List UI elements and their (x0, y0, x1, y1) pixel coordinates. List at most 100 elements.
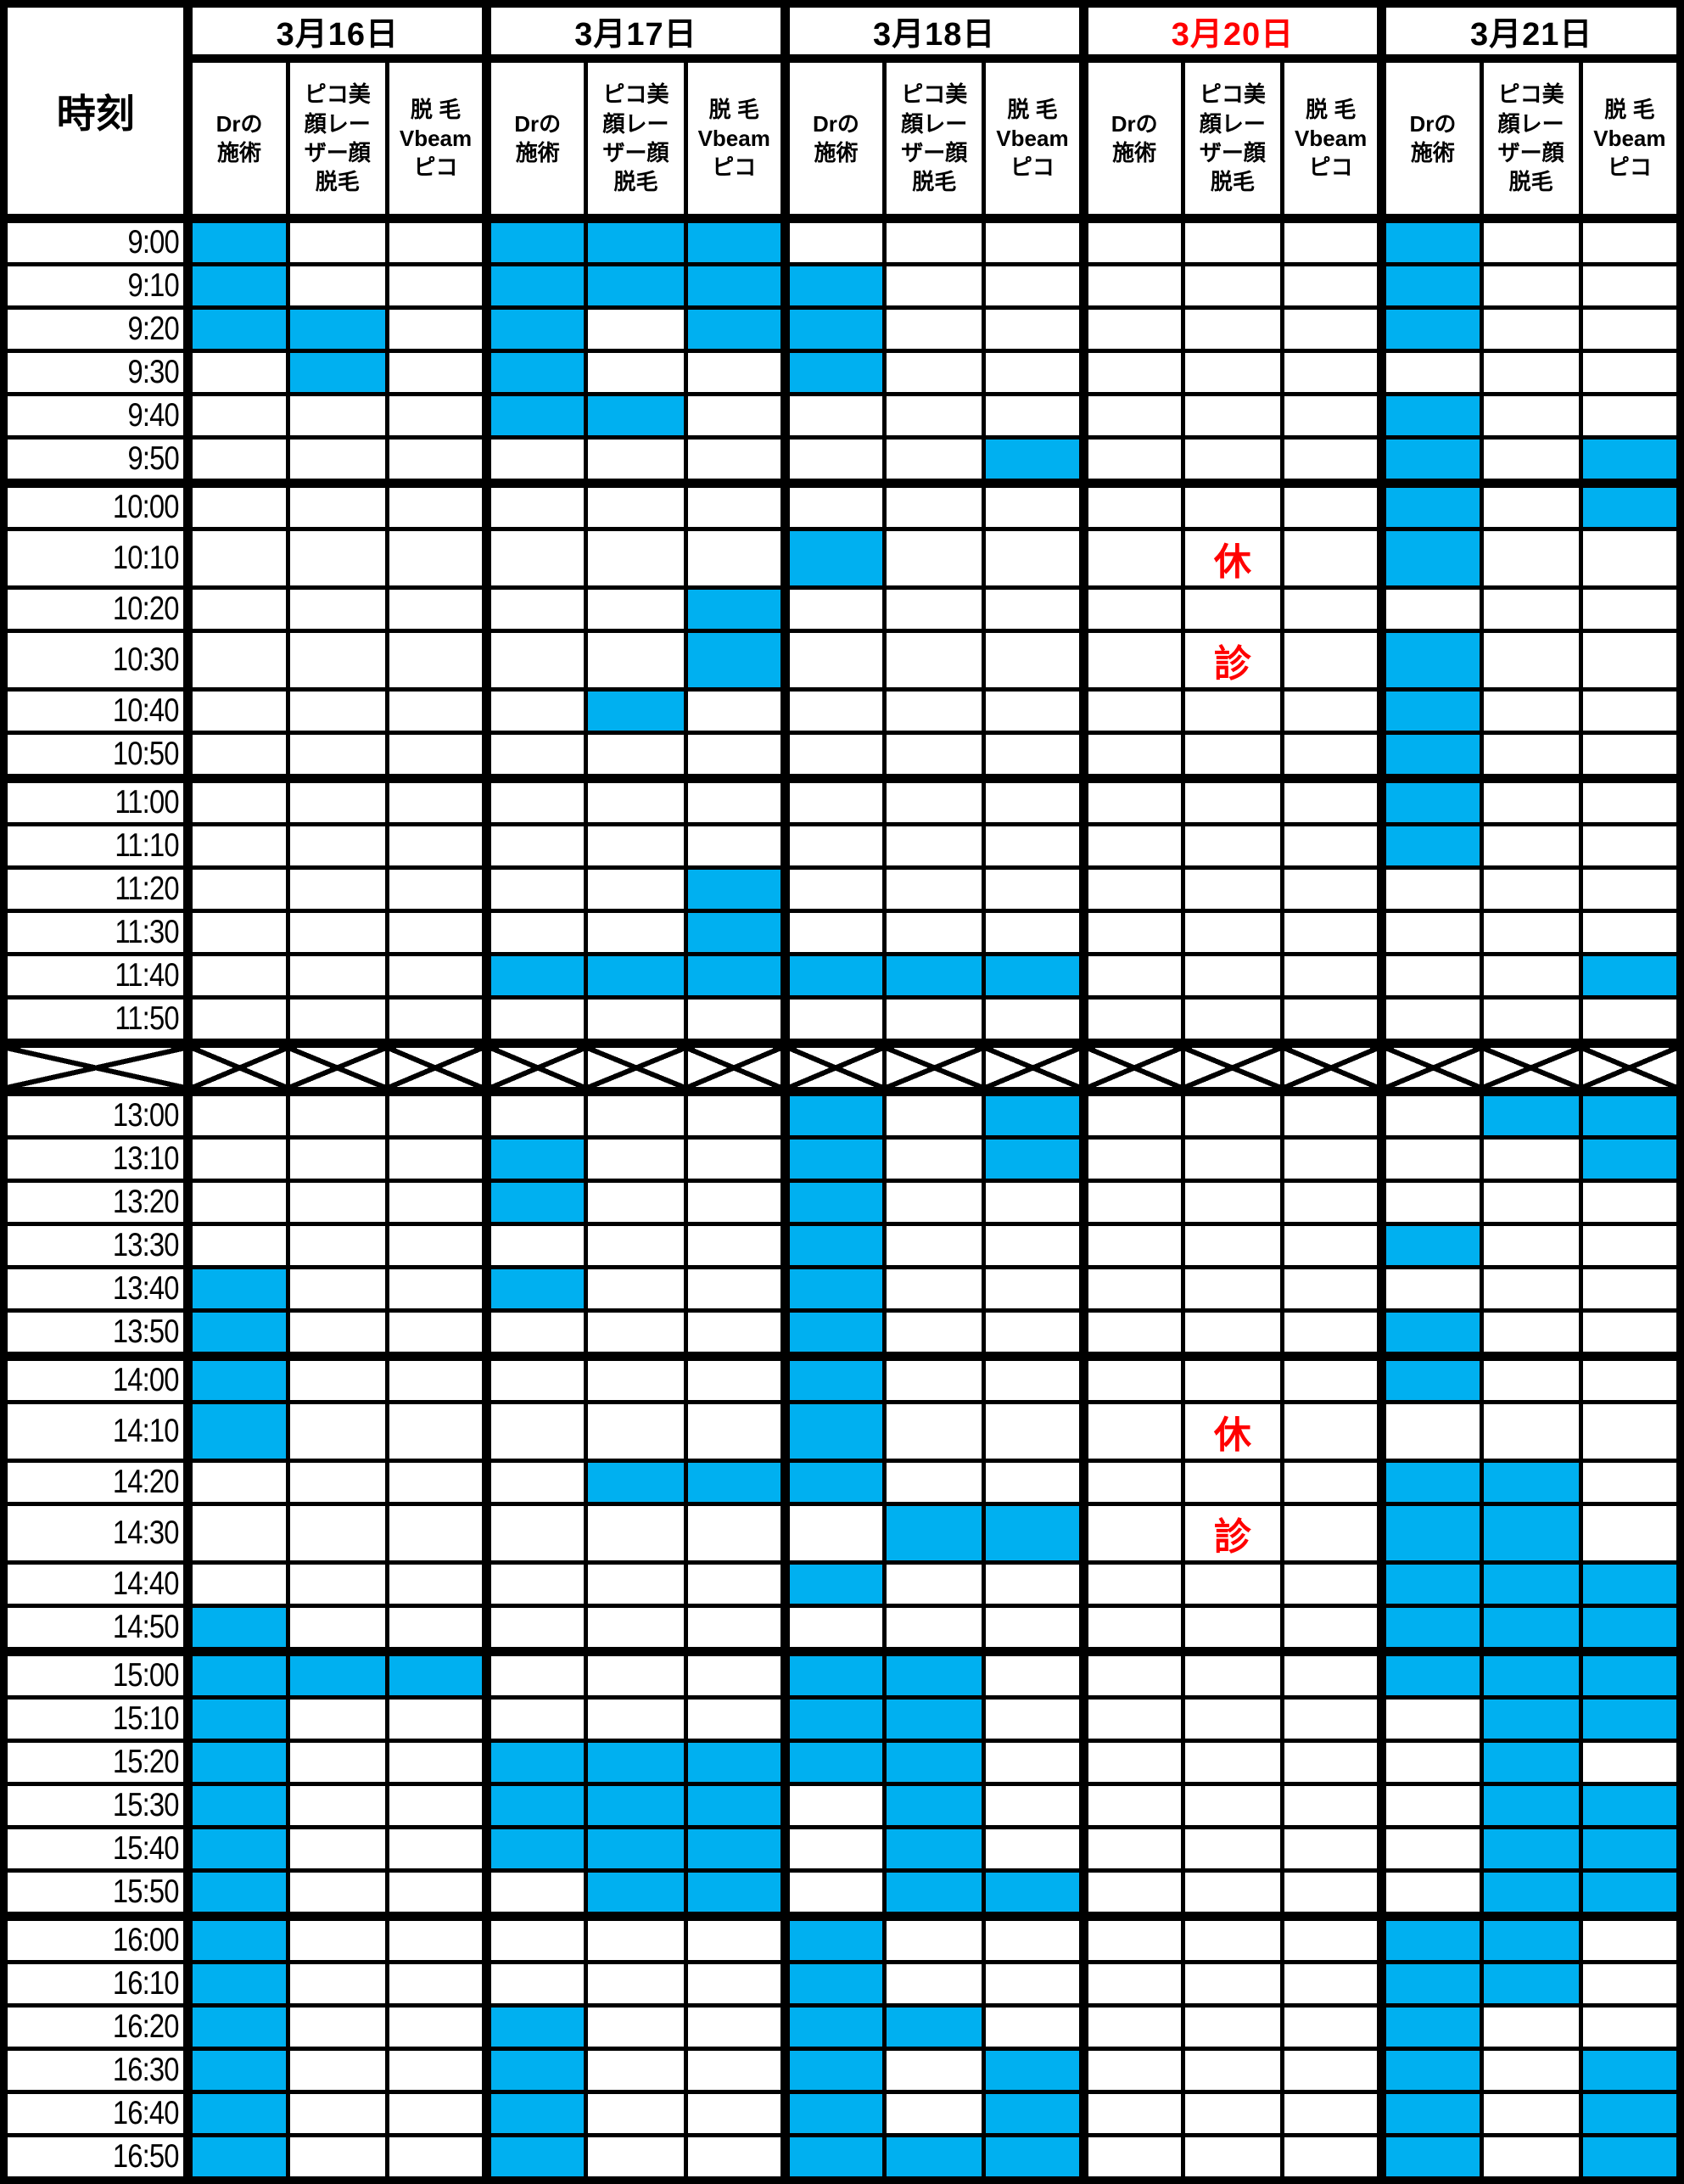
slot-cell (584, 1912, 688, 1964)
service-header: Drの 施術 (780, 56, 887, 223)
time-label: 15:20 (1, 1739, 193, 1786)
slot-cell (1479, 214, 1583, 266)
slot-cell-filled (183, 2133, 290, 2182)
slot-cell-filled (780, 1400, 887, 1463)
slot-cell-filled (1377, 1502, 1484, 1565)
slot-cell (780, 995, 887, 1045)
slot-cell (780, 1782, 887, 1829)
slot-cell-filled (584, 952, 688, 1000)
slot-cell-filled (982, 1135, 1086, 1183)
slot-cell-filled (584, 1459, 688, 1506)
slot-cell-filled (1578, 952, 1683, 1000)
slot-cell (285, 629, 389, 692)
slot-cell (1377, 1265, 1484, 1313)
slot-cell-filled (780, 305, 887, 353)
slot-cell (285, 1825, 389, 1873)
slot-cell (482, 731, 589, 781)
slot-cell (183, 527, 290, 590)
slot-cell (584, 479, 688, 531)
slot-cell (882, 1179, 987, 1226)
time-label: 14:10 (1, 1400, 193, 1463)
slot-cell (1578, 214, 1683, 266)
slot-cell-filled (780, 527, 887, 590)
slot-cell (1078, 1647, 1185, 1700)
time-label: 11:10 (1, 822, 193, 870)
slot-cell (1578, 1739, 1683, 1786)
slot-cell (1280, 392, 1385, 440)
slot-cell (482, 822, 589, 870)
slot-cell (1078, 349, 1185, 396)
slot-cell (1180, 214, 1285, 266)
slot-cell (982, 479, 1086, 531)
slot-cell-filled (1578, 1647, 1683, 1700)
time-label: 9:00 (1, 214, 193, 266)
slot-cell (982, 629, 1086, 692)
slot-cell-filled (683, 909, 787, 956)
slot-cell (1180, 1459, 1285, 1506)
slot-cell (482, 687, 589, 735)
time-label-text: 14:50 (112, 1609, 179, 1646)
time-label-text: 13:30 (112, 1227, 179, 1263)
slot-cell (1578, 629, 1683, 692)
break-cell (1377, 1039, 1484, 1094)
slot-cell (1280, 2133, 1385, 2182)
slot-cell-filled (1479, 1739, 1583, 1786)
slot-cell-filled (482, 2133, 589, 2182)
slot-cell (780, 774, 887, 826)
slot-cell (1479, 2047, 1583, 2094)
slot-cell (1280, 2090, 1385, 2137)
slot-cell (683, 1135, 787, 1183)
slot-cell-filled (1377, 214, 1484, 266)
slot-cell (183, 952, 290, 1000)
slot-cell-filled (183, 1825, 290, 1873)
slot-cell-filled (183, 2003, 290, 2051)
slot-cell (183, 731, 290, 781)
slot-cell (183, 909, 290, 956)
slot-cell (1180, 585, 1285, 633)
slot-cell (584, 1960, 688, 2008)
slot-cell (982, 1400, 1086, 1463)
slot-cell-filled (482, 305, 589, 353)
slot-cell (1479, 1308, 1583, 1358)
time-label: 14:30 (1, 1502, 193, 1565)
slot-cell (1180, 1825, 1285, 1873)
time-label: 11:00 (1, 774, 193, 826)
time-label: 10:10 (1, 527, 193, 590)
slot-cell (183, 629, 290, 692)
slot-cell-filled (482, 952, 589, 1000)
slot-cell (183, 774, 290, 826)
slot-cell-filled (982, 2090, 1086, 2137)
slot-cell (285, 1960, 389, 2008)
slot-cell (285, 1179, 389, 1226)
slot-cell (384, 214, 490, 266)
slot-cell-filled (683, 585, 787, 633)
time-label-text: 16:40 (112, 2095, 179, 2131)
slot-cell (285, 1135, 389, 1183)
slot-cell (1078, 1135, 1185, 1183)
slot-cell (1578, 731, 1683, 781)
slot-cell (780, 214, 887, 266)
time-label-text: 9:20 (127, 311, 179, 347)
slot-cell (584, 435, 688, 485)
slot-cell-filled (780, 1087, 887, 1140)
time-label: 10:40 (1, 687, 193, 735)
slot-cell (584, 2003, 688, 2051)
slot-cell (1078, 865, 1185, 913)
slot-cell-filled (683, 952, 787, 1000)
slot-cell (1180, 1912, 1285, 1964)
slot-cell (683, 1222, 787, 1269)
slot-cell (882, 1459, 987, 1506)
time-label-text: 15:50 (112, 1873, 179, 1911)
slot-cell-filled (780, 2003, 887, 2051)
slot-cell-filled (1578, 1825, 1683, 1873)
slot-cell (1479, 1222, 1583, 1269)
slot-cell-filled (982, 952, 1086, 1000)
slot-cell-filled (1377, 774, 1484, 826)
slot-cell (384, 774, 490, 826)
slot-cell-filled (1479, 1647, 1583, 1700)
time-label-text: 9:30 (127, 354, 179, 390)
slot-cell (982, 262, 1086, 310)
slot-cell (1578, 1308, 1683, 1358)
time-label: 13:10 (1, 1135, 193, 1183)
slot-cell (780, 1825, 887, 1873)
